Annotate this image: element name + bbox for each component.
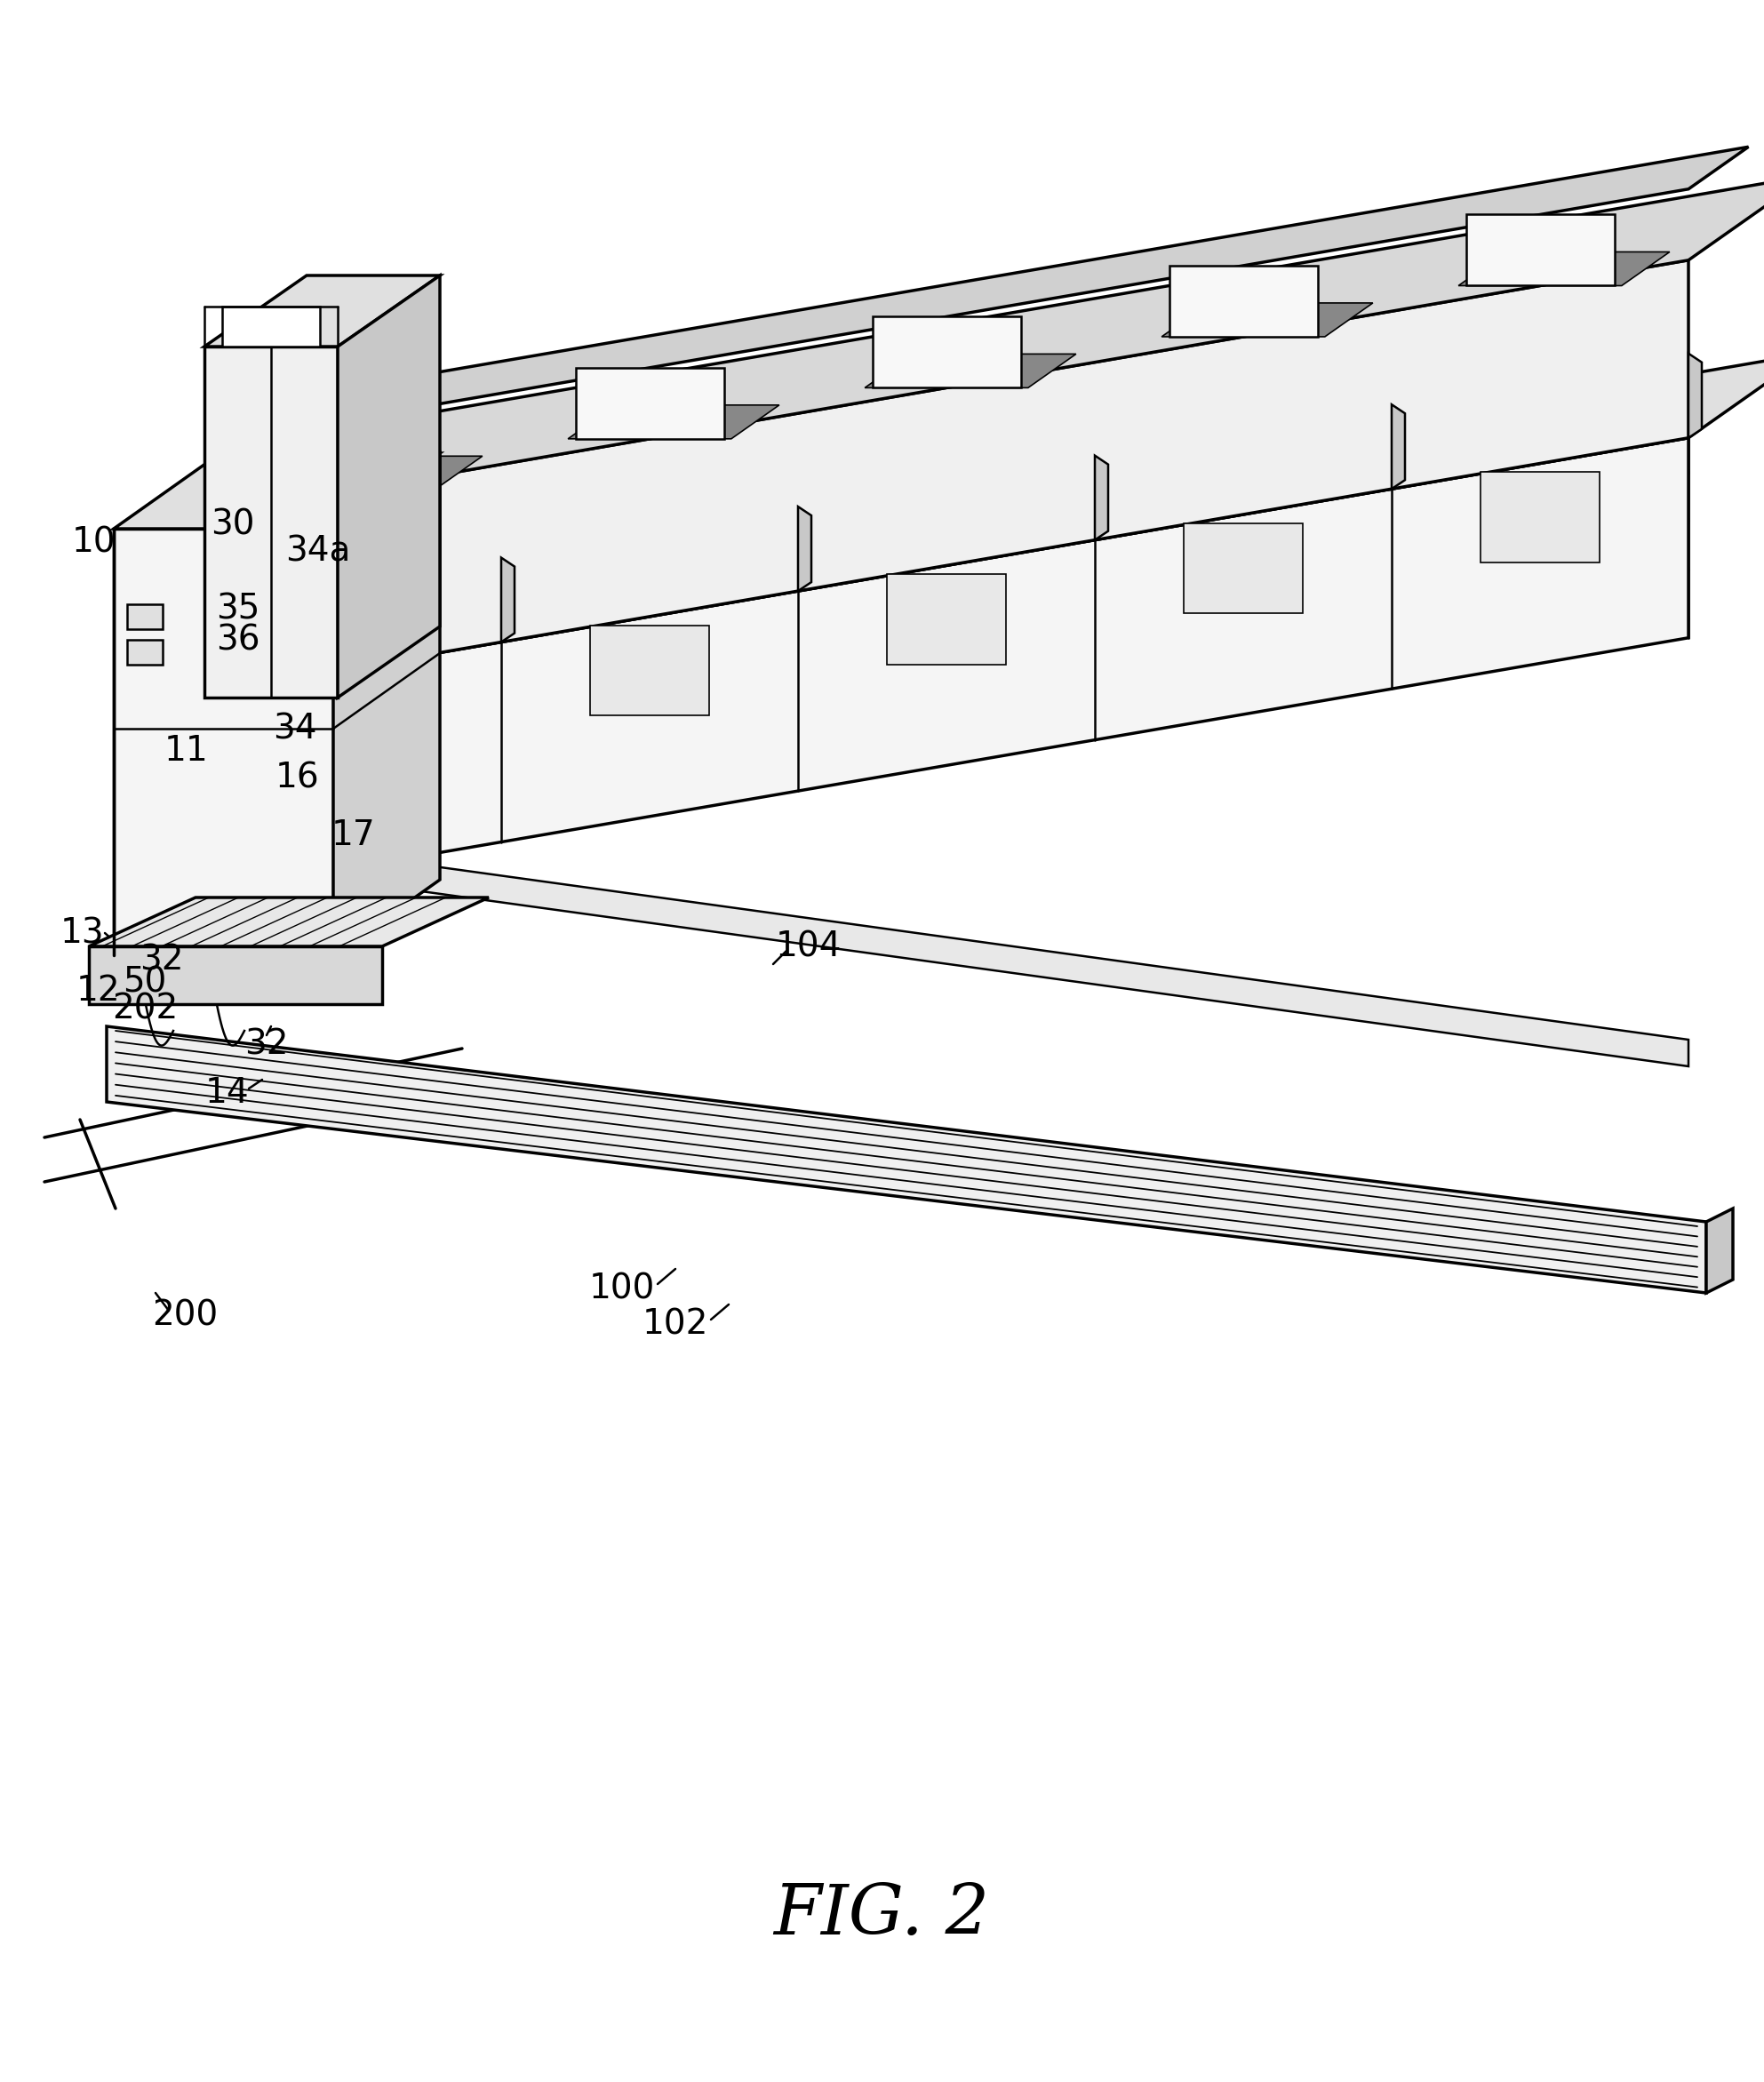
Text: 32: 32	[245, 1026, 289, 1062]
Polygon shape	[205, 354, 1764, 693]
Polygon shape	[333, 600, 1676, 860]
Text: 13: 13	[60, 916, 104, 949]
Text: 100: 100	[589, 1272, 654, 1305]
Polygon shape	[591, 625, 709, 716]
Polygon shape	[871, 316, 1021, 387]
Polygon shape	[333, 454, 1676, 712]
Text: 30: 30	[212, 508, 254, 541]
Polygon shape	[333, 552, 1676, 810]
Polygon shape	[1170, 266, 1318, 337]
Text: 202: 202	[111, 991, 178, 1026]
Polygon shape	[568, 406, 780, 439]
Polygon shape	[205, 175, 1764, 516]
Text: 50: 50	[123, 966, 168, 999]
Polygon shape	[1095, 456, 1108, 539]
Text: 16: 16	[275, 760, 319, 795]
Text: 17: 17	[332, 818, 376, 852]
Polygon shape	[88, 947, 383, 1004]
Polygon shape	[333, 531, 1676, 770]
Polygon shape	[333, 579, 1676, 820]
Polygon shape	[1459, 252, 1671, 285]
Polygon shape	[1184, 523, 1302, 614]
Polygon shape	[293, 677, 413, 766]
Polygon shape	[1706, 1208, 1732, 1293]
Text: 104: 104	[776, 929, 841, 964]
Polygon shape	[1688, 354, 1702, 437]
Text: 34a: 34a	[286, 535, 351, 568]
Polygon shape	[279, 418, 427, 489]
Polygon shape	[797, 506, 811, 591]
Polygon shape	[205, 260, 1688, 693]
Polygon shape	[88, 897, 489, 947]
Polygon shape	[205, 275, 439, 346]
Text: 200: 200	[152, 1299, 217, 1332]
Text: 14: 14	[205, 1076, 249, 1110]
Polygon shape	[127, 604, 162, 629]
Polygon shape	[333, 481, 1676, 722]
Polygon shape	[127, 639, 162, 664]
Text: 102: 102	[642, 1307, 709, 1341]
Polygon shape	[333, 502, 1676, 762]
Text: 35: 35	[217, 591, 259, 625]
Polygon shape	[205, 608, 217, 693]
Polygon shape	[575, 369, 723, 439]
Polygon shape	[337, 854, 1688, 1066]
Text: 36: 36	[217, 623, 261, 656]
Polygon shape	[106, 1026, 1706, 1293]
Text: 10: 10	[71, 525, 115, 558]
Text: 32: 32	[139, 943, 183, 976]
Polygon shape	[1162, 304, 1372, 337]
Polygon shape	[887, 575, 1005, 664]
Polygon shape	[113, 529, 333, 956]
Polygon shape	[333, 629, 1676, 868]
Polygon shape	[272, 456, 482, 489]
Polygon shape	[1480, 473, 1600, 562]
Text: 12: 12	[76, 974, 120, 1008]
Polygon shape	[205, 437, 1688, 893]
Polygon shape	[205, 148, 1748, 443]
Polygon shape	[337, 275, 439, 697]
Polygon shape	[1466, 214, 1614, 285]
Polygon shape	[113, 454, 439, 529]
Polygon shape	[864, 354, 1076, 387]
Text: 11: 11	[164, 735, 208, 768]
Polygon shape	[222, 306, 319, 346]
Polygon shape	[501, 558, 515, 641]
Polygon shape	[205, 346, 337, 697]
Polygon shape	[333, 454, 439, 956]
Polygon shape	[1392, 404, 1404, 489]
Text: 34: 34	[273, 712, 318, 745]
Text: FIG. 2: FIG. 2	[774, 1880, 990, 1949]
